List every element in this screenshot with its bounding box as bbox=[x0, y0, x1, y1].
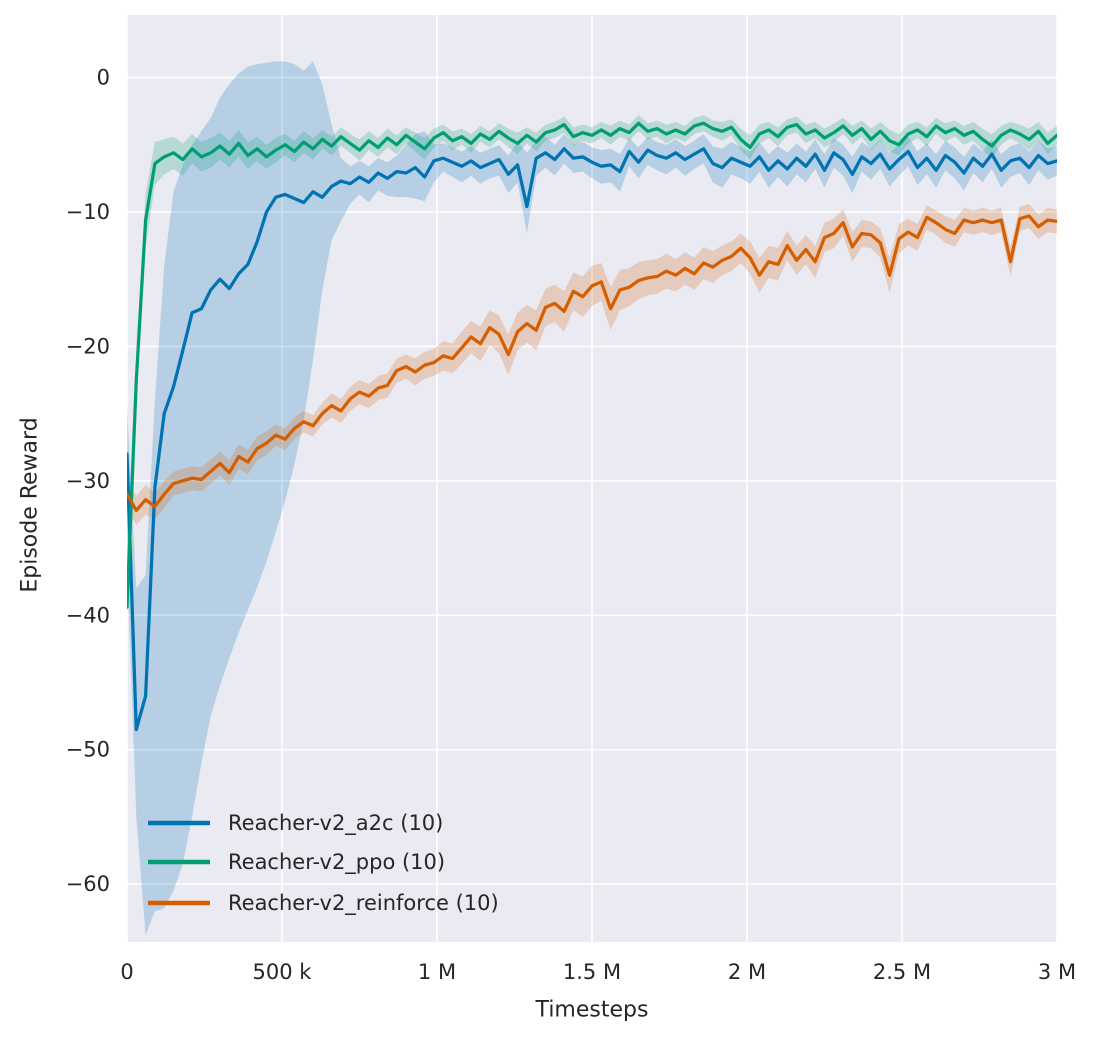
y-tick-label: −10 bbox=[66, 200, 110, 224]
y-tick-label: −20 bbox=[66, 334, 110, 358]
series-line-reacher-v2-reinforce-10 bbox=[127, 214, 1057, 513]
series-line-reacher-v2-a2c-10 bbox=[127, 147, 1057, 732]
x-tick-label: 500 k bbox=[253, 960, 313, 984]
legend-label-reacher-v2-a2c-10: Reacher-v2_a2c (10) bbox=[228, 811, 443, 836]
confidence-band-reacher-v2-reinforce-10 bbox=[127, 203, 1057, 526]
x-tick-label: 0 bbox=[120, 960, 133, 984]
confidence-band-reacher-v2-a2c-10 bbox=[127, 61, 1057, 936]
y-tick-label: −50 bbox=[66, 738, 110, 762]
x-axis-title: Timesteps bbox=[535, 997, 649, 1023]
y-tick-label: 0 bbox=[97, 66, 110, 90]
series-line-reacher-v2-ppo-10 bbox=[127, 121, 1057, 609]
x-tick-label: 1 M bbox=[418, 960, 456, 984]
x-tick-label: 2.5 M bbox=[873, 960, 931, 984]
legend-label-reacher-v2-ppo-10: Reacher-v2_ppo (10) bbox=[228, 850, 445, 875]
y-tick-label: −60 bbox=[66, 872, 110, 896]
y-axis-title: Episode Reward bbox=[17, 417, 43, 593]
x-tick-label: 2 M bbox=[728, 960, 766, 984]
y-tick-label: −30 bbox=[66, 469, 110, 493]
y-tick-label: −40 bbox=[66, 603, 110, 627]
x-tick-label: 3 M bbox=[1038, 960, 1076, 984]
x-tick-label: 1.5 M bbox=[563, 960, 621, 984]
legend-label-reacher-v2-reinforce-10: Reacher-v2_reinforce (10) bbox=[228, 891, 499, 916]
